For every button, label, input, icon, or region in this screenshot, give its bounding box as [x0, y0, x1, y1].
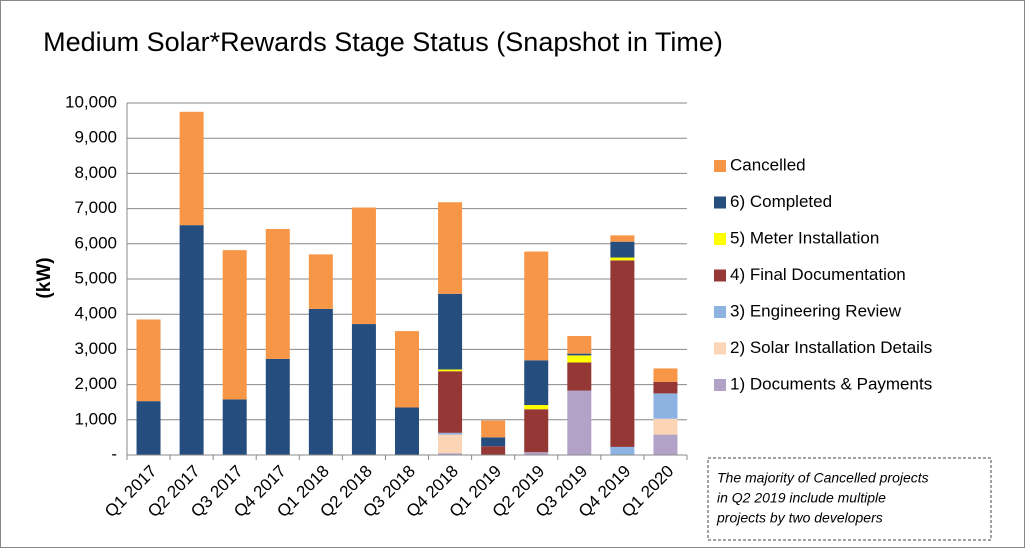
bar-segment [265, 358, 290, 455]
bar-segment [438, 293, 463, 370]
legend-swatch [714, 342, 726, 355]
bar-segment [653, 434, 678, 455]
bar-segment [481, 420, 506, 438]
legend-swatch [714, 160, 726, 172]
bar-segment [524, 405, 549, 410]
bar-segment [438, 371, 463, 433]
annotation-text: projects by two developers [716, 510, 883, 526]
y-tick-label: 1,000 [74, 409, 117, 428]
bar-segment [524, 251, 549, 361]
annotation-box [707, 457, 992, 541]
bar-segment [567, 336, 592, 354]
legend-swatch [714, 306, 726, 318]
bar-segment [524, 452, 549, 455]
bar-segment [481, 446, 506, 455]
y-axis-label: (kW) [34, 257, 55, 298]
legend-swatch [714, 196, 726, 209]
legend-label: 1) Documents & Payments [730, 374, 932, 393]
legend-label: 6) Completed [730, 192, 832, 211]
chart-title: Medium Solar*Rewards Stage Status (Snaps… [43, 27, 723, 57]
legend-label: 3) Engineering Review [730, 301, 902, 320]
y-tick-label: 2,000 [74, 374, 117, 393]
bar-segment [610, 235, 635, 242]
bar-segment [136, 401, 161, 455]
bar-segment [653, 418, 678, 435]
bar-segment [308, 254, 333, 309]
y-tick-label: 3,000 [74, 339, 117, 358]
legend-label: Cancelled [730, 155, 806, 174]
y-tick-label: 6,000 [74, 233, 117, 252]
bar-segment [265, 229, 290, 359]
y-tick-label: 10,000 [65, 92, 117, 111]
bar-segment [610, 260, 635, 447]
bar-segment [567, 355, 592, 363]
y-tick-label: - [111, 444, 117, 463]
bar-segment [438, 432, 463, 435]
y-tick-label: 4,000 [74, 304, 117, 323]
bar-segment [567, 362, 592, 391]
bar-segment [222, 250, 247, 400]
bar-segment [222, 399, 247, 455]
y-tick-label: 8,000 [74, 163, 117, 182]
bar-segment [653, 368, 678, 382]
bar-segment [438, 369, 463, 372]
bar-segment [653, 381, 678, 394]
bar-segment [351, 324, 376, 455]
bar-segment [524, 409, 549, 453]
bar-segment [567, 353, 592, 356]
bar-segment [610, 446, 635, 455]
bar-segment [610, 241, 635, 258]
bar-segment [567, 390, 592, 455]
bar-segment [179, 111, 204, 226]
annotation-text: The majority of Cancelled projects [717, 470, 929, 486]
bar-segment [351, 207, 376, 325]
y-tick-label: 9,000 [74, 128, 117, 147]
legend-label: 2) Solar Installation Details [730, 338, 932, 357]
bar-segment [395, 331, 419, 408]
bar-segment [653, 393, 678, 419]
bar-segment [179, 225, 204, 455]
bar-segment [438, 434, 463, 454]
legend-label: 5) Meter Installation [730, 228, 879, 247]
legend-label: 4) Final Documentation [730, 265, 906, 284]
bar-segment [481, 437, 506, 447]
annotation-text: in Q2 2019 include multiple [717, 490, 886, 506]
legend-swatch [714, 233, 726, 245]
bar-segment [136, 319, 161, 402]
legend-swatch [714, 269, 726, 282]
bar-segment [438, 453, 463, 455]
legend-swatch [714, 379, 726, 391]
bar-segment [395, 407, 419, 455]
y-tick-label: 7,000 [74, 198, 117, 217]
bar-segment [438, 202, 463, 294]
y-tick-label: 5,000 [74, 268, 117, 287]
bar-segment [524, 360, 549, 406]
bar-segment [308, 308, 333, 455]
bar-segment [610, 257, 635, 261]
